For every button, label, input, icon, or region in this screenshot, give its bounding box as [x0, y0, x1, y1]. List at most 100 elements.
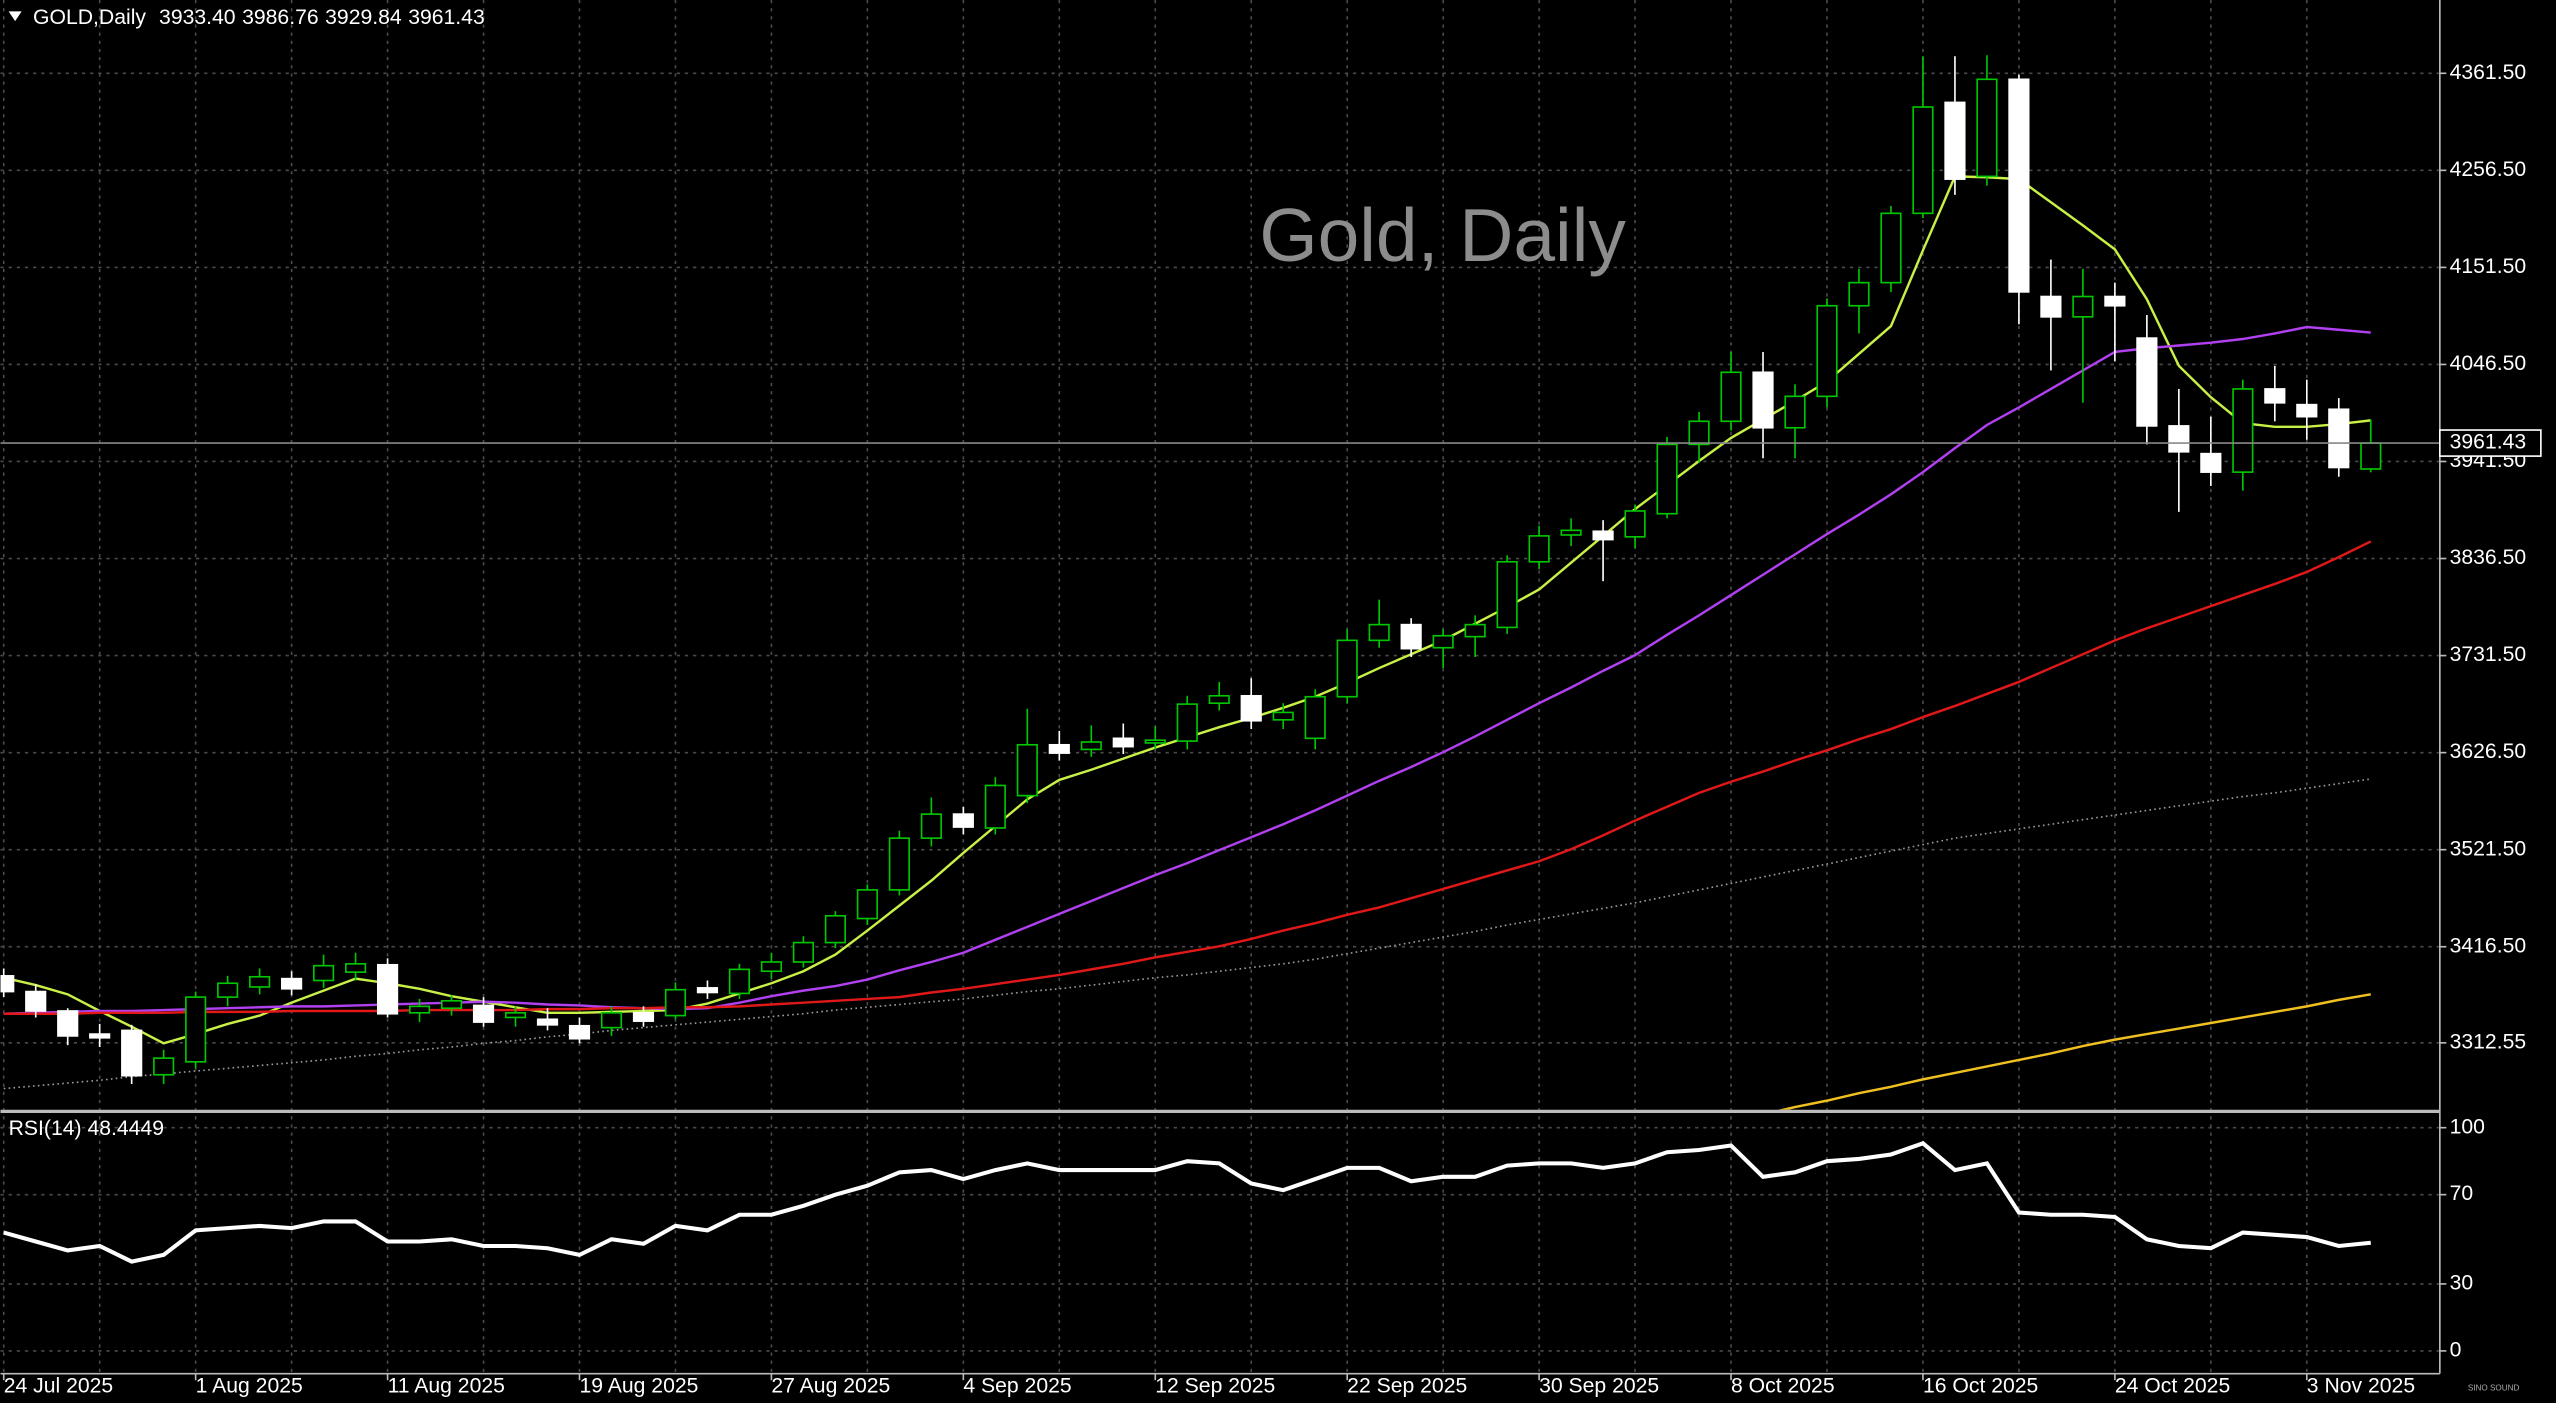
- x-tick-label: 8 Oct 2025: [1731, 1374, 1835, 1397]
- candle-body: [1144, 739, 1166, 744]
- ohlc-low: 3929.84: [325, 6, 402, 29]
- candle-body: [760, 961, 783, 973]
- candle-body: [185, 996, 207, 1063]
- candle-body: [2104, 295, 2126, 307]
- candle-body: [696, 987, 719, 994]
- candle-body: [89, 1033, 111, 1039]
- candle-body: [1528, 535, 1550, 563]
- candle-body: [1016, 743, 1038, 797]
- y-tick-label: 4361.50: [2450, 61, 2527, 84]
- rsi-title: RSI(14) 48.4449: [9, 1117, 164, 1140]
- y-tick-label: 3312.55: [2450, 1030, 2527, 1053]
- candle-body: [2200, 452, 2222, 473]
- y-tick-label: 3416.50: [2450, 934, 2527, 957]
- ohlc-open: 3933.40: [159, 6, 236, 29]
- candle-body: [1496, 560, 1518, 629]
- line: [3, 1141, 2371, 1264]
- y-tick-label: 3626.50: [2450, 740, 2527, 763]
- candle-body: [920, 813, 942, 839]
- y-tick-label: 3731.50: [2450, 643, 2527, 666]
- line: [3, 778, 2371, 1090]
- candle-body: [1784, 395, 1806, 429]
- candle-body: [1272, 711, 1294, 721]
- candle-body: [952, 813, 974, 828]
- candle-body: [57, 1010, 79, 1037]
- candle-body: [1400, 623, 1422, 650]
- candle-body: [536, 1018, 559, 1026]
- candle-body: [1688, 420, 1710, 446]
- candle-body: [0, 975, 15, 993]
- symbol: GOLD,Daily: [33, 6, 146, 29]
- header: GOLD,Daily 3933.40 3986.76 3929.84 3961.43: [33, 6, 485, 29]
- candle-body: [1176, 703, 1198, 742]
- line: [1778, 993, 2371, 1110]
- candle-body: [2328, 408, 2350, 469]
- candle-body: [2008, 78, 2030, 293]
- candle-body: [1944, 101, 1966, 180]
- y-tick-label: 70: [2450, 1182, 2474, 1205]
- candle-body: [344, 963, 367, 973]
- candle-body: [2072, 295, 2094, 318]
- x-tick-label: 4 Sep 2025: [963, 1374, 1071, 1397]
- y-tick-label: 3836.50: [2450, 546, 2527, 569]
- candle-body: [984, 784, 1006, 829]
- candle-body: [792, 941, 814, 963]
- candle-body: [1208, 694, 1230, 705]
- candle-body: [1976, 78, 1998, 178]
- candle-body: [376, 963, 399, 1015]
- y-tick-label: 4256.50: [2450, 158, 2527, 181]
- x-tick-label: 11 Aug 2025: [388, 1374, 505, 1397]
- price-panel: [0, 55, 2440, 1110]
- candle-body: [249, 975, 271, 988]
- candle-body: [2360, 442, 2382, 470]
- y-tick-label: 100: [2450, 1115, 2485, 1138]
- candle-body: [728, 968, 751, 995]
- candle-body: [1624, 510, 1646, 538]
- candle-body: [25, 990, 47, 1012]
- candle-body: [121, 1029, 143, 1077]
- x-tick-label: 12 Sep 2025: [1155, 1374, 1275, 1397]
- candle-body: [440, 999, 463, 1010]
- rsi-panel: [3, 1141, 2371, 1264]
- y-tick-label: 4151.50: [2450, 255, 2527, 278]
- candle-body: [1112, 737, 1134, 748]
- candle-body: [281, 977, 303, 990]
- candle-body: [856, 889, 878, 920]
- candle-body: [1848, 281, 1870, 307]
- candle-body: [1240, 694, 1262, 722]
- candle-body: [600, 1012, 623, 1029]
- candle-body: [2296, 403, 2318, 418]
- logo: SINO SOUND: [2468, 1383, 2520, 1392]
- x-tick-label: 22 Sep 2025: [1347, 1374, 1467, 1397]
- candle-body: [1816, 304, 1838, 398]
- candle-body: [888, 837, 910, 891]
- current-price-label: 3961.43: [2450, 431, 2527, 454]
- candle-body: [2136, 337, 2158, 427]
- ohlc-close: 3961.43: [408, 6, 485, 29]
- menu-arrow[interactable]: [8, 11, 22, 22]
- x-tick-label: 24 Jul 2025: [4, 1374, 113, 1397]
- candle-body: [1432, 634, 1454, 649]
- y-tick-label: 4046.50: [2450, 352, 2527, 375]
- candle-body: [824, 914, 846, 944]
- candle-body: [472, 1004, 495, 1023]
- candle-body: [2040, 295, 2062, 318]
- watermark: Gold, Daily: [1259, 193, 1626, 277]
- candle-body: [217, 982, 239, 998]
- candle-body: [1592, 530, 1614, 541]
- x-tick-label: 24 Oct 2025: [2115, 1374, 2230, 1397]
- candle-body: [1880, 212, 1902, 284]
- x-tick-label: 1 Aug 2025: [196, 1374, 303, 1397]
- y-tick-label: 30: [2450, 1272, 2474, 1295]
- y-tick-label: 0: [2450, 1338, 2462, 1361]
- candle-body: [1336, 639, 1358, 698]
- candle-body: [1464, 623, 1486, 638]
- candle-body: [2232, 388, 2254, 473]
- candle-body: [153, 1057, 175, 1076]
- current-price-box: [2439, 429, 2542, 457]
- candle-body: [1720, 371, 1742, 423]
- x-tick-label: 19 Aug 2025: [579, 1374, 698, 1397]
- candle-body: [313, 964, 335, 982]
- candle-body: [1304, 695, 1326, 740]
